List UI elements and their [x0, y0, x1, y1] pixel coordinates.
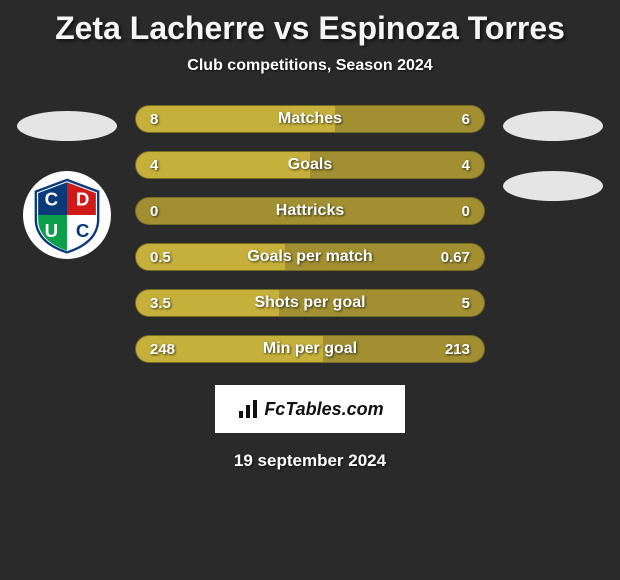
- stat-right-value: 6: [462, 111, 470, 128]
- stat-left-value: 4: [150, 157, 158, 174]
- stat-left-value: 0.5: [150, 249, 171, 266]
- stat-row: 3.5 Shots per goal 5: [135, 289, 485, 317]
- svg-text:C: C: [45, 189, 59, 210]
- stat-label: Hattricks: [276, 202, 344, 220]
- comparison-infographic: Zeta Lacherre vs Espinoza Torres Club co…: [0, 0, 620, 580]
- shield-icon: C D U C: [28, 176, 106, 254]
- player-right-ellipse-2: [503, 171, 603, 201]
- stat-right-value: 5: [462, 295, 470, 312]
- bar-chart-icon: [236, 397, 260, 421]
- stat-label: Matches: [278, 110, 342, 128]
- stat-label: Goals: [288, 156, 332, 174]
- stat-right-value: 0: [462, 203, 470, 220]
- brand-text: FcTables.com: [264, 399, 383, 420]
- stat-left-value: 248: [150, 341, 175, 358]
- stat-row: 8 Matches 6: [135, 105, 485, 133]
- brand-logo: FcTables.com: [215, 385, 405, 433]
- stat-label: Min per goal: [263, 340, 357, 358]
- stat-row: 0 Hattricks 0: [135, 197, 485, 225]
- page-title: Zeta Lacherre vs Espinoza Torres: [0, 10, 620, 47]
- stat-row: 4 Goals 4: [135, 151, 485, 179]
- stat-right-value: 4: [462, 157, 470, 174]
- stat-right-value: 0.67: [441, 249, 470, 266]
- svg-text:U: U: [45, 220, 59, 241]
- stats-column: 8 Matches 6 4 Goals 4 0 Hattricks 0 0.5 Goals per …: [135, 105, 485, 363]
- stat-right-value: 213: [445, 341, 470, 358]
- player-left-ellipse: [17, 111, 117, 141]
- stat-fill-left: [136, 152, 310, 178]
- main-row: C D U C 8 Matches 6 4 Goals 4 0 Hattricks 0 0.5 Go…: [0, 105, 620, 363]
- subtitle: Club competitions, Season 2024: [0, 57, 620, 75]
- player-right-ellipse-1: [503, 111, 603, 141]
- svg-text:C: C: [76, 220, 90, 241]
- footer-date: 19 september 2024: [0, 451, 620, 471]
- stat-left-value: 8: [150, 111, 158, 128]
- svg-text:D: D: [76, 189, 90, 210]
- stat-label: Goals per match: [247, 248, 372, 266]
- stat-row: 0.5 Goals per match 0.67: [135, 243, 485, 271]
- stat-label: Shots per goal: [254, 294, 365, 312]
- stat-left-value: 0: [150, 203, 158, 220]
- stat-row: 248 Min per goal 213: [135, 335, 485, 363]
- stat-left-value: 3.5: [150, 295, 171, 312]
- left-player-col: C D U C: [17, 105, 117, 259]
- right-player-col: [503, 105, 603, 201]
- club-shield-left: C D U C: [23, 171, 111, 259]
